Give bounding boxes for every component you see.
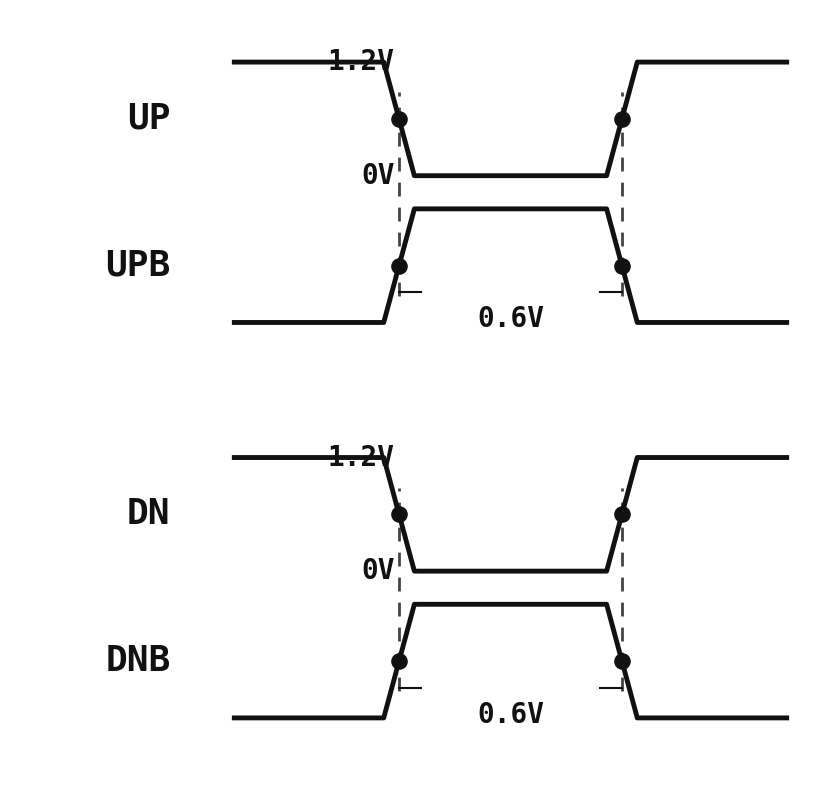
- Text: 0.6V: 0.6V: [477, 700, 544, 729]
- Text: UP: UP: [127, 102, 171, 136]
- Point: [393, 259, 406, 272]
- Text: DN: DN: [127, 497, 171, 531]
- Text: UPB: UPB: [106, 249, 171, 282]
- Text: DNB: DNB: [106, 644, 171, 678]
- Point: [615, 112, 629, 125]
- Point: [615, 508, 629, 521]
- Point: [615, 259, 629, 272]
- Text: 1.2V: 1.2V: [328, 444, 394, 471]
- Text: 0V: 0V: [361, 161, 394, 190]
- Text: 1.2V: 1.2V: [328, 48, 394, 76]
- Point: [615, 654, 629, 667]
- Text: 0.6V: 0.6V: [477, 305, 544, 333]
- Point: [393, 654, 406, 667]
- Point: [393, 112, 406, 125]
- Text: 0V: 0V: [361, 557, 394, 585]
- Point: [393, 508, 406, 521]
